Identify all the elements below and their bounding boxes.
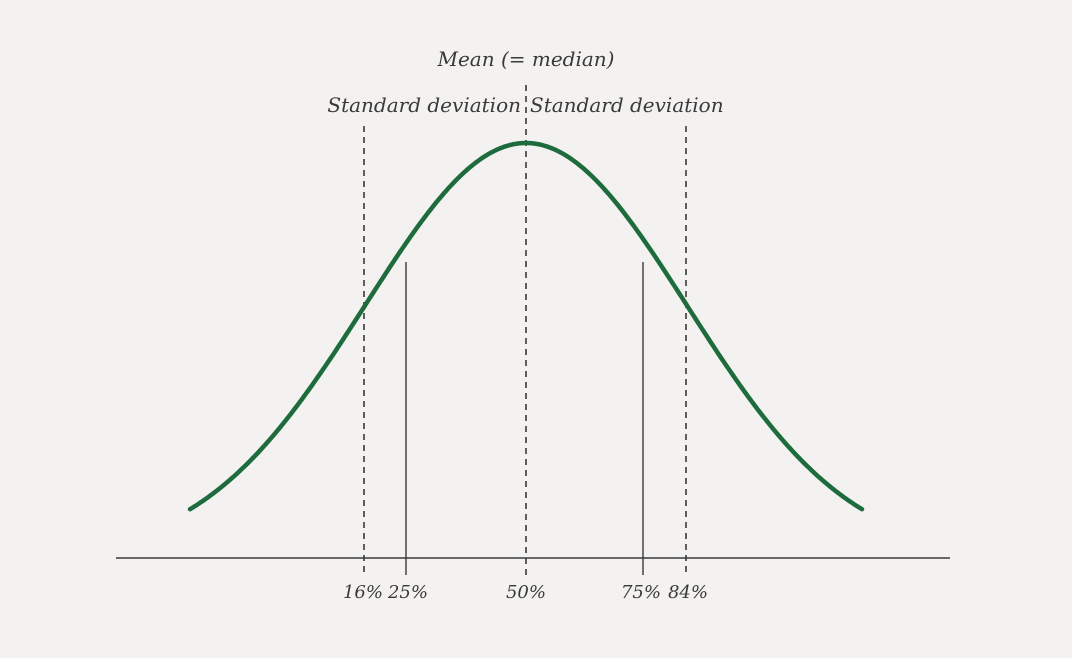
percentile-label-25: 25% [387,582,428,603]
sd-right-label: Standard deviation [530,93,724,117]
percentile-label-75: 75% [621,582,661,603]
percentile-label-50: 50% [506,582,546,603]
percentile-label-84: 84% [668,582,708,603]
mean-label: Mean (= median) [436,47,614,71]
percentile-label-16: 16% [343,582,383,603]
sd-left-label: Standard deviation [327,93,521,117]
bell-curve [187,140,865,512]
